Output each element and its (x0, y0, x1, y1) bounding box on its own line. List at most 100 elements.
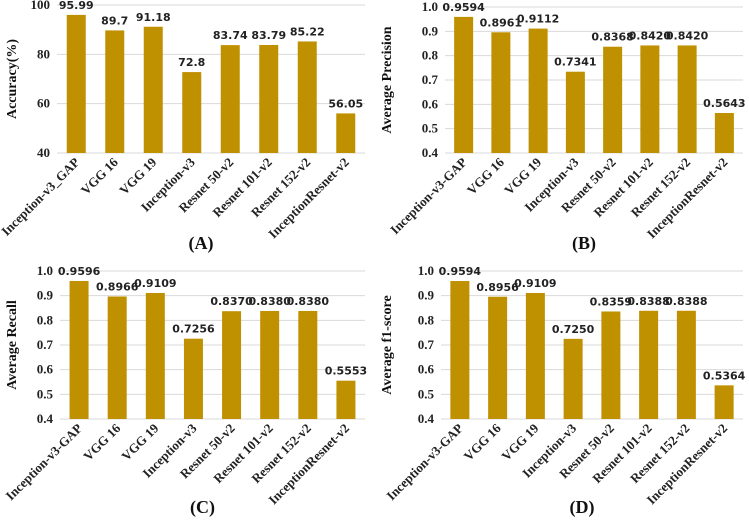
data-label: 0.9109 (134, 277, 176, 290)
y-tick-label: 0.7 (418, 337, 435, 352)
x-tick-label: VGG 16 (78, 154, 121, 197)
data-label: 0.8368 (591, 31, 633, 44)
x-tick-label: Inception-v3-GAP (3, 420, 86, 503)
bar (603, 46, 623, 153)
bar (66, 14, 86, 154)
y-tick-label: 0.5 (422, 121, 439, 136)
bar (145, 292, 165, 419)
data-label: 0.9596 (58, 265, 101, 278)
data-label: 0.8388 (627, 295, 669, 308)
data-label: 0.8961 (480, 16, 522, 29)
chart-panel-b: 0.4 0.5 0.6 0.7 0.8 0.9 1.0 0.9594 Inception-v3-… (380, 0, 746, 254)
data-label: 85.22 (290, 25, 325, 38)
bar (107, 296, 127, 419)
y-tick-label: 0.6 (418, 362, 435, 377)
bar (297, 41, 317, 153)
panel-label: (D) (570, 497, 595, 518)
bar (454, 16, 474, 153)
y-tick-label: 1.0 (422, 0, 438, 14)
y-axis-label: Accuracy(%) (5, 39, 20, 119)
bar (298, 310, 318, 419)
bar (336, 380, 356, 419)
data-label: 0.5553 (325, 365, 367, 378)
data-label: 0.8388 (665, 295, 707, 308)
y-tick-label: 40 (37, 145, 50, 160)
data-label: 0.8370 (210, 295, 253, 308)
x-tick-label: Inception-v3-GAP (387, 154, 470, 237)
bar (525, 292, 545, 419)
data-label: 0.8359 (590, 295, 632, 308)
bar (488, 296, 508, 419)
bar (143, 26, 163, 154)
bar (336, 113, 356, 153)
y-tick-label: 0.4 (422, 145, 439, 160)
y-axis-label: Average f1-score (380, 295, 395, 394)
data-label: 0.8966 (96, 281, 139, 294)
bar (69, 280, 89, 419)
y-tick-label: 0.4 (418, 411, 435, 426)
data-label: 91.18 (136, 11, 171, 24)
data-label: 56.05 (328, 97, 363, 110)
bar (676, 310, 696, 419)
x-tick-label: Inception-v3-GAP (383, 420, 466, 503)
data-label: 0.7341 (554, 56, 596, 69)
y-tick-label: 1.0 (418, 263, 434, 278)
data-label: 89.7 (101, 14, 128, 27)
y-tick-label: 0.5 (418, 386, 435, 401)
y-tick-label: 0.8 (37, 312, 54, 327)
y-tick-label: 0.8 (422, 48, 439, 63)
y-tick-label: 80 (37, 46, 50, 61)
bar (565, 71, 585, 153)
x-tick-label: VGG 16 (464, 154, 507, 197)
bar (563, 338, 583, 419)
chart-panel-c: 0.4 0.5 0.6 0.7 0.8 0.9 1.0 0.9596 Inception-v3-… (3, 263, 368, 518)
data-label: 0.8420 (629, 29, 672, 42)
bar (220, 45, 240, 153)
panel-label: (C) (190, 497, 215, 518)
y-axis-label: Average Recall (5, 300, 20, 390)
bar (260, 310, 280, 419)
bar (714, 113, 734, 153)
data-label: 0.9594 (442, 1, 485, 14)
bar (183, 338, 203, 419)
data-label: 95.99 (59, 0, 94, 12)
bar (528, 28, 548, 153)
data-label: 0.8956 (476, 281, 519, 294)
x-tick-label: VGG 16 (80, 420, 123, 463)
y-tick-label: 0.7 (422, 72, 439, 87)
bar (450, 281, 470, 419)
y-tick-label: 0.6 (422, 96, 439, 111)
y-axis-label: Average Precision (380, 26, 395, 133)
y-tick-label: 0.9 (422, 23, 439, 38)
data-label: 0.8380 (248, 295, 291, 308)
data-label: 83.74 (213, 29, 248, 42)
x-tick-label: Inception-v3_GAP (0, 154, 82, 238)
bar (677, 45, 697, 153)
data-label: 0.8380 (287, 295, 330, 308)
data-label: 0.5643 (703, 97, 745, 110)
bar (182, 72, 202, 153)
data-label: 0.8420 (666, 29, 709, 42)
bar (105, 30, 125, 154)
y-tick-label: 0.9 (37, 288, 54, 303)
panel-label: (B) (572, 233, 596, 254)
chart-panel-d: 0.4 0.5 0.6 0.7 0.8 0.9 1.0 0.9594 Inception-v3-… (380, 263, 746, 518)
data-label: 83.79 (251, 29, 286, 42)
data-label: 0.9594 (439, 265, 482, 278)
data-label: 0.9109 (514, 277, 556, 290)
y-tick-label: 60 (37, 96, 50, 111)
y-tick-label: 0.4 (37, 411, 54, 426)
x-tick-label: VGG 16 (461, 420, 504, 463)
bar (259, 44, 279, 153)
data-label: 0.5364 (703, 369, 746, 382)
y-tick-label: 0.7 (37, 337, 54, 352)
y-tick-label: 0.6 (37, 362, 54, 377)
data-label: 0.7250 (552, 323, 595, 336)
bar (640, 45, 660, 153)
data-label: 0.9112 (517, 13, 559, 26)
panel-label: (A) (189, 233, 214, 254)
y-tick-label: 0.8 (418, 312, 435, 327)
chart-panel-a: 40 60 80 100 95.99 Inception-v3_GAP 89.7 VGG 16… (0, 0, 365, 254)
data-label: 0.7256 (172, 323, 215, 336)
bar (491, 32, 511, 153)
